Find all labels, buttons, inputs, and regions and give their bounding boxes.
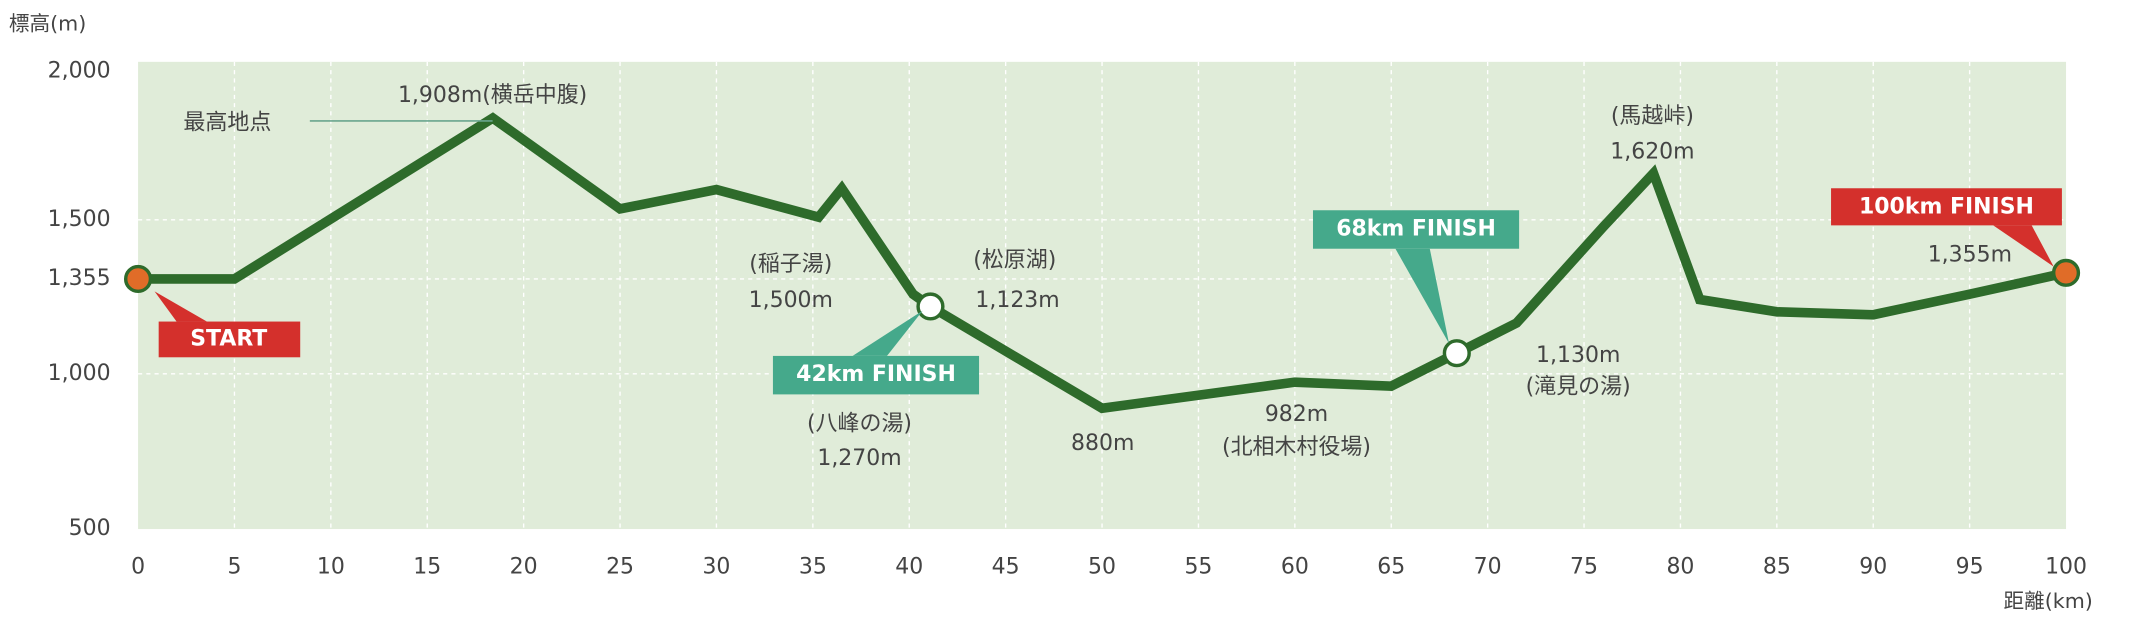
- y-tick-label: 1,000: [48, 361, 111, 386]
- annotation: 1,355m: [1928, 243, 2012, 268]
- callout-label: 68km FINISH: [1336, 216, 1496, 241]
- callout-label: 100km FINISH: [1859, 195, 2034, 220]
- annotation: 1,123m: [975, 288, 1059, 313]
- callout-box: [158, 321, 301, 358]
- annotation: 982m: [1265, 402, 1328, 427]
- annotation: (滝見の湯): [1526, 375, 1631, 400]
- x-tick-label: 100: [2045, 555, 2087, 580]
- x-tick-label: 25: [606, 555, 634, 580]
- x-tick-label: 55: [1184, 555, 1212, 580]
- y-axis-label: 標高(m): [9, 12, 86, 36]
- callout-box: [1831, 188, 2062, 226]
- annotation: (馬越峠): [1611, 104, 1694, 129]
- y-tick-label: 1,500: [48, 207, 111, 232]
- x-tick-label: 45: [992, 555, 1020, 580]
- annotation: (稲子湯): [749, 252, 832, 277]
- x-tick-label: 5: [227, 555, 241, 580]
- x-tick-label: 30: [702, 555, 730, 580]
- y-tick-label: 2,000: [48, 58, 111, 83]
- point-marker: [1442, 339, 1471, 368]
- callout-box: [772, 355, 980, 395]
- x-tick-label: 35: [799, 555, 827, 580]
- grid: [138, 61, 2067, 530]
- annotation: 1,270m: [817, 446, 901, 471]
- x-tick-label: 75: [1570, 555, 1598, 580]
- y-tick-label: 500: [69, 516, 111, 541]
- x-tick-label: 40: [895, 555, 923, 580]
- callout: 42km FINISH: [772, 310, 980, 395]
- annotation: 最高地点: [183, 111, 271, 136]
- x-tick-label: 0: [131, 555, 145, 580]
- x-tick-label: 65: [1377, 555, 1405, 580]
- callout: 68km FINISH: [1312, 210, 1520, 344]
- callout-box: [1312, 210, 1520, 249]
- callout: START: [154, 291, 301, 358]
- annotation: 1,908m(横岳中腹): [398, 83, 587, 108]
- y-tick-label: 1,355: [48, 266, 111, 291]
- series: [123, 112, 2081, 414]
- callout-label: 42km FINISH: [796, 362, 956, 387]
- point-marker: [123, 264, 153, 294]
- x-tick-label: 90: [1859, 555, 1887, 580]
- annotation: 1,500m: [749, 288, 833, 313]
- x-tick-label: 60: [1281, 555, 1309, 580]
- x-tick-label: 50: [1088, 555, 1116, 580]
- callout-pointer: [154, 291, 207, 322]
- point-marker: [2051, 258, 2081, 287]
- annotation: (北相木村役場): [1222, 435, 1371, 460]
- x-tick-label: 15: [413, 555, 441, 580]
- x-axis-label: 距離(km): [2004, 589, 2093, 613]
- x-tick-label: 80: [1666, 555, 1694, 580]
- x-tick-label: 95: [1956, 555, 1984, 580]
- annotation: 880m: [1071, 431, 1134, 456]
- elevation-line: [138, 112, 2068, 414]
- x-tick-label: 85: [1763, 555, 1791, 580]
- annotation: (八峰の湯): [807, 412, 912, 437]
- annotation: 1,130m: [1536, 343, 1620, 368]
- x-tick-label: 20: [510, 555, 538, 580]
- annotation: (松原湖): [973, 248, 1056, 273]
- point-marker: [916, 292, 945, 321]
- x-tick-label: 10: [317, 555, 345, 580]
- x-tick-label: 70: [1474, 555, 1502, 580]
- annotation: 1,620m: [1610, 140, 1694, 165]
- callout-label: START: [190, 326, 267, 351]
